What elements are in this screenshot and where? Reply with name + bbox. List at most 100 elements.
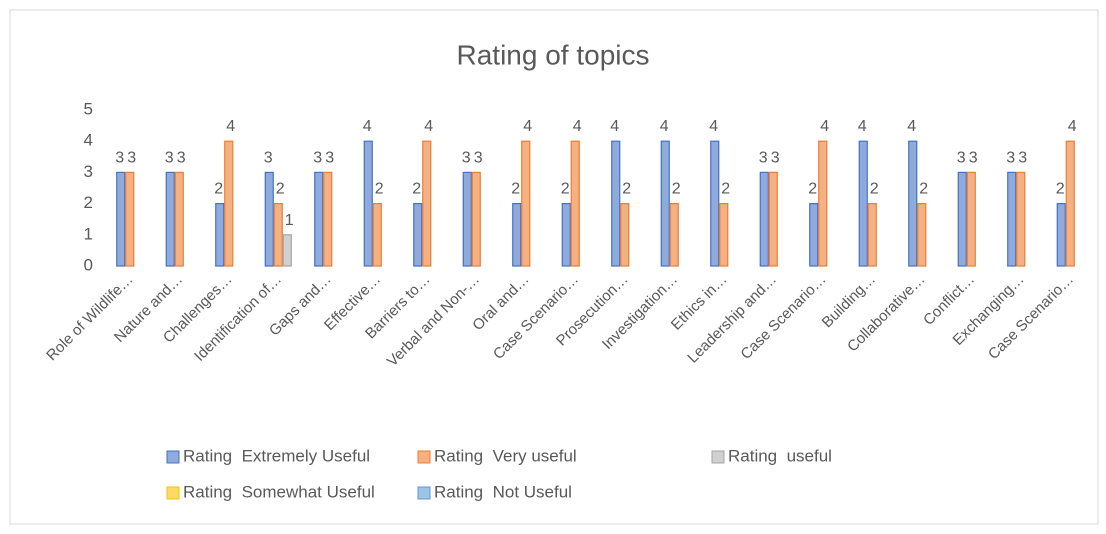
value-label: 4 xyxy=(363,118,372,135)
bar xyxy=(710,140,720,267)
bar xyxy=(521,140,531,267)
value-label: 4 xyxy=(573,118,582,135)
value-label: 3 xyxy=(957,149,966,166)
bar xyxy=(323,171,333,267)
value-label: 3 xyxy=(313,149,322,166)
legend-label: Rating Somewhat Useful xyxy=(183,482,375,501)
bar xyxy=(570,140,580,267)
bar xyxy=(264,171,274,267)
bar xyxy=(620,203,630,267)
value-label: 3 xyxy=(1018,149,1027,166)
legend-swatch xyxy=(166,486,180,500)
bar xyxy=(660,140,670,267)
value-label: 3 xyxy=(264,149,273,166)
bar xyxy=(818,140,828,267)
legend-swatch xyxy=(417,450,431,464)
value-label: 3 xyxy=(127,149,136,166)
legend-swatch xyxy=(417,486,431,500)
bar xyxy=(372,203,382,267)
legend-label: Rating Very useful xyxy=(434,446,577,465)
bar xyxy=(957,171,967,267)
bar xyxy=(363,140,373,267)
value-label: 4 xyxy=(1068,118,1077,135)
bar xyxy=(809,203,819,267)
bar xyxy=(669,203,679,267)
value-label: 4 xyxy=(610,118,619,135)
bar xyxy=(215,203,225,267)
value-label: 2 xyxy=(622,181,631,198)
bar xyxy=(759,171,769,267)
value-label: 3 xyxy=(771,149,780,166)
bar xyxy=(422,140,432,267)
value-label: 3 xyxy=(177,149,186,166)
value-label: 3 xyxy=(325,149,334,166)
value-label: 3 xyxy=(115,149,124,166)
value-label: 2 xyxy=(1056,181,1065,198)
legend-label: Rating Not Useful xyxy=(434,482,572,501)
legend-label: Rating Extremely Useful xyxy=(183,446,370,465)
value-label: 2 xyxy=(375,181,384,198)
value-label: 4 xyxy=(858,118,867,135)
value-label: 4 xyxy=(424,118,433,135)
bar xyxy=(966,171,976,267)
value-label: 2 xyxy=(808,181,817,198)
bar xyxy=(867,203,877,267)
bar xyxy=(768,171,778,267)
bar xyxy=(224,140,234,267)
value-label: 2 xyxy=(276,181,285,198)
bar xyxy=(174,171,184,267)
bar xyxy=(1065,140,1075,267)
value-label: 3 xyxy=(759,149,768,166)
value-label: 2 xyxy=(412,181,421,198)
bar xyxy=(116,171,126,267)
value-label: 3 xyxy=(474,149,483,166)
chart-title: Rating of topics xyxy=(457,39,650,70)
value-label: 4 xyxy=(709,118,718,135)
legend-swatch xyxy=(166,450,180,464)
value-label: 3 xyxy=(1006,149,1015,166)
value-label: 1 xyxy=(285,212,294,229)
bar xyxy=(908,140,918,267)
value-label: 2 xyxy=(672,181,681,198)
y-tick-label: 2 xyxy=(84,193,93,212)
bar xyxy=(561,203,571,267)
value-label: 2 xyxy=(214,181,223,198)
legend-swatch xyxy=(711,450,725,464)
value-label: 3 xyxy=(165,149,174,166)
value-label: 4 xyxy=(820,118,829,135)
value-label: 4 xyxy=(226,118,235,135)
y-tick-label: 4 xyxy=(84,131,93,150)
bar xyxy=(1016,171,1026,267)
y-tick-label: 5 xyxy=(84,99,93,118)
bar xyxy=(273,203,283,267)
value-label: 3 xyxy=(462,149,471,166)
value-label: 2 xyxy=(511,181,520,198)
bar xyxy=(314,171,324,267)
bar xyxy=(719,203,729,267)
bar xyxy=(1007,171,1017,267)
bar xyxy=(413,203,423,267)
value-label: 2 xyxy=(919,181,928,198)
bar xyxy=(462,171,472,267)
legend-label: Rating useful xyxy=(728,446,832,465)
value-label: 4 xyxy=(907,118,916,135)
value-label: 4 xyxy=(660,118,669,135)
bar xyxy=(858,140,868,267)
value-label: 3 xyxy=(969,149,978,166)
value-label: 2 xyxy=(870,181,879,198)
y-tick-label: 3 xyxy=(84,162,93,181)
bar xyxy=(1056,203,1066,267)
bar xyxy=(611,140,621,267)
bar xyxy=(512,203,522,267)
chart-border xyxy=(9,9,1099,525)
y-tick-label: 0 xyxy=(84,255,93,274)
value-label: 2 xyxy=(721,181,730,198)
bar xyxy=(471,171,481,267)
bar xyxy=(282,234,292,267)
value-label: 2 xyxy=(561,181,570,198)
y-tick-label: 1 xyxy=(84,224,93,243)
bar xyxy=(917,203,927,267)
bar xyxy=(165,171,175,267)
bar xyxy=(125,171,135,267)
value-label: 4 xyxy=(523,118,532,135)
